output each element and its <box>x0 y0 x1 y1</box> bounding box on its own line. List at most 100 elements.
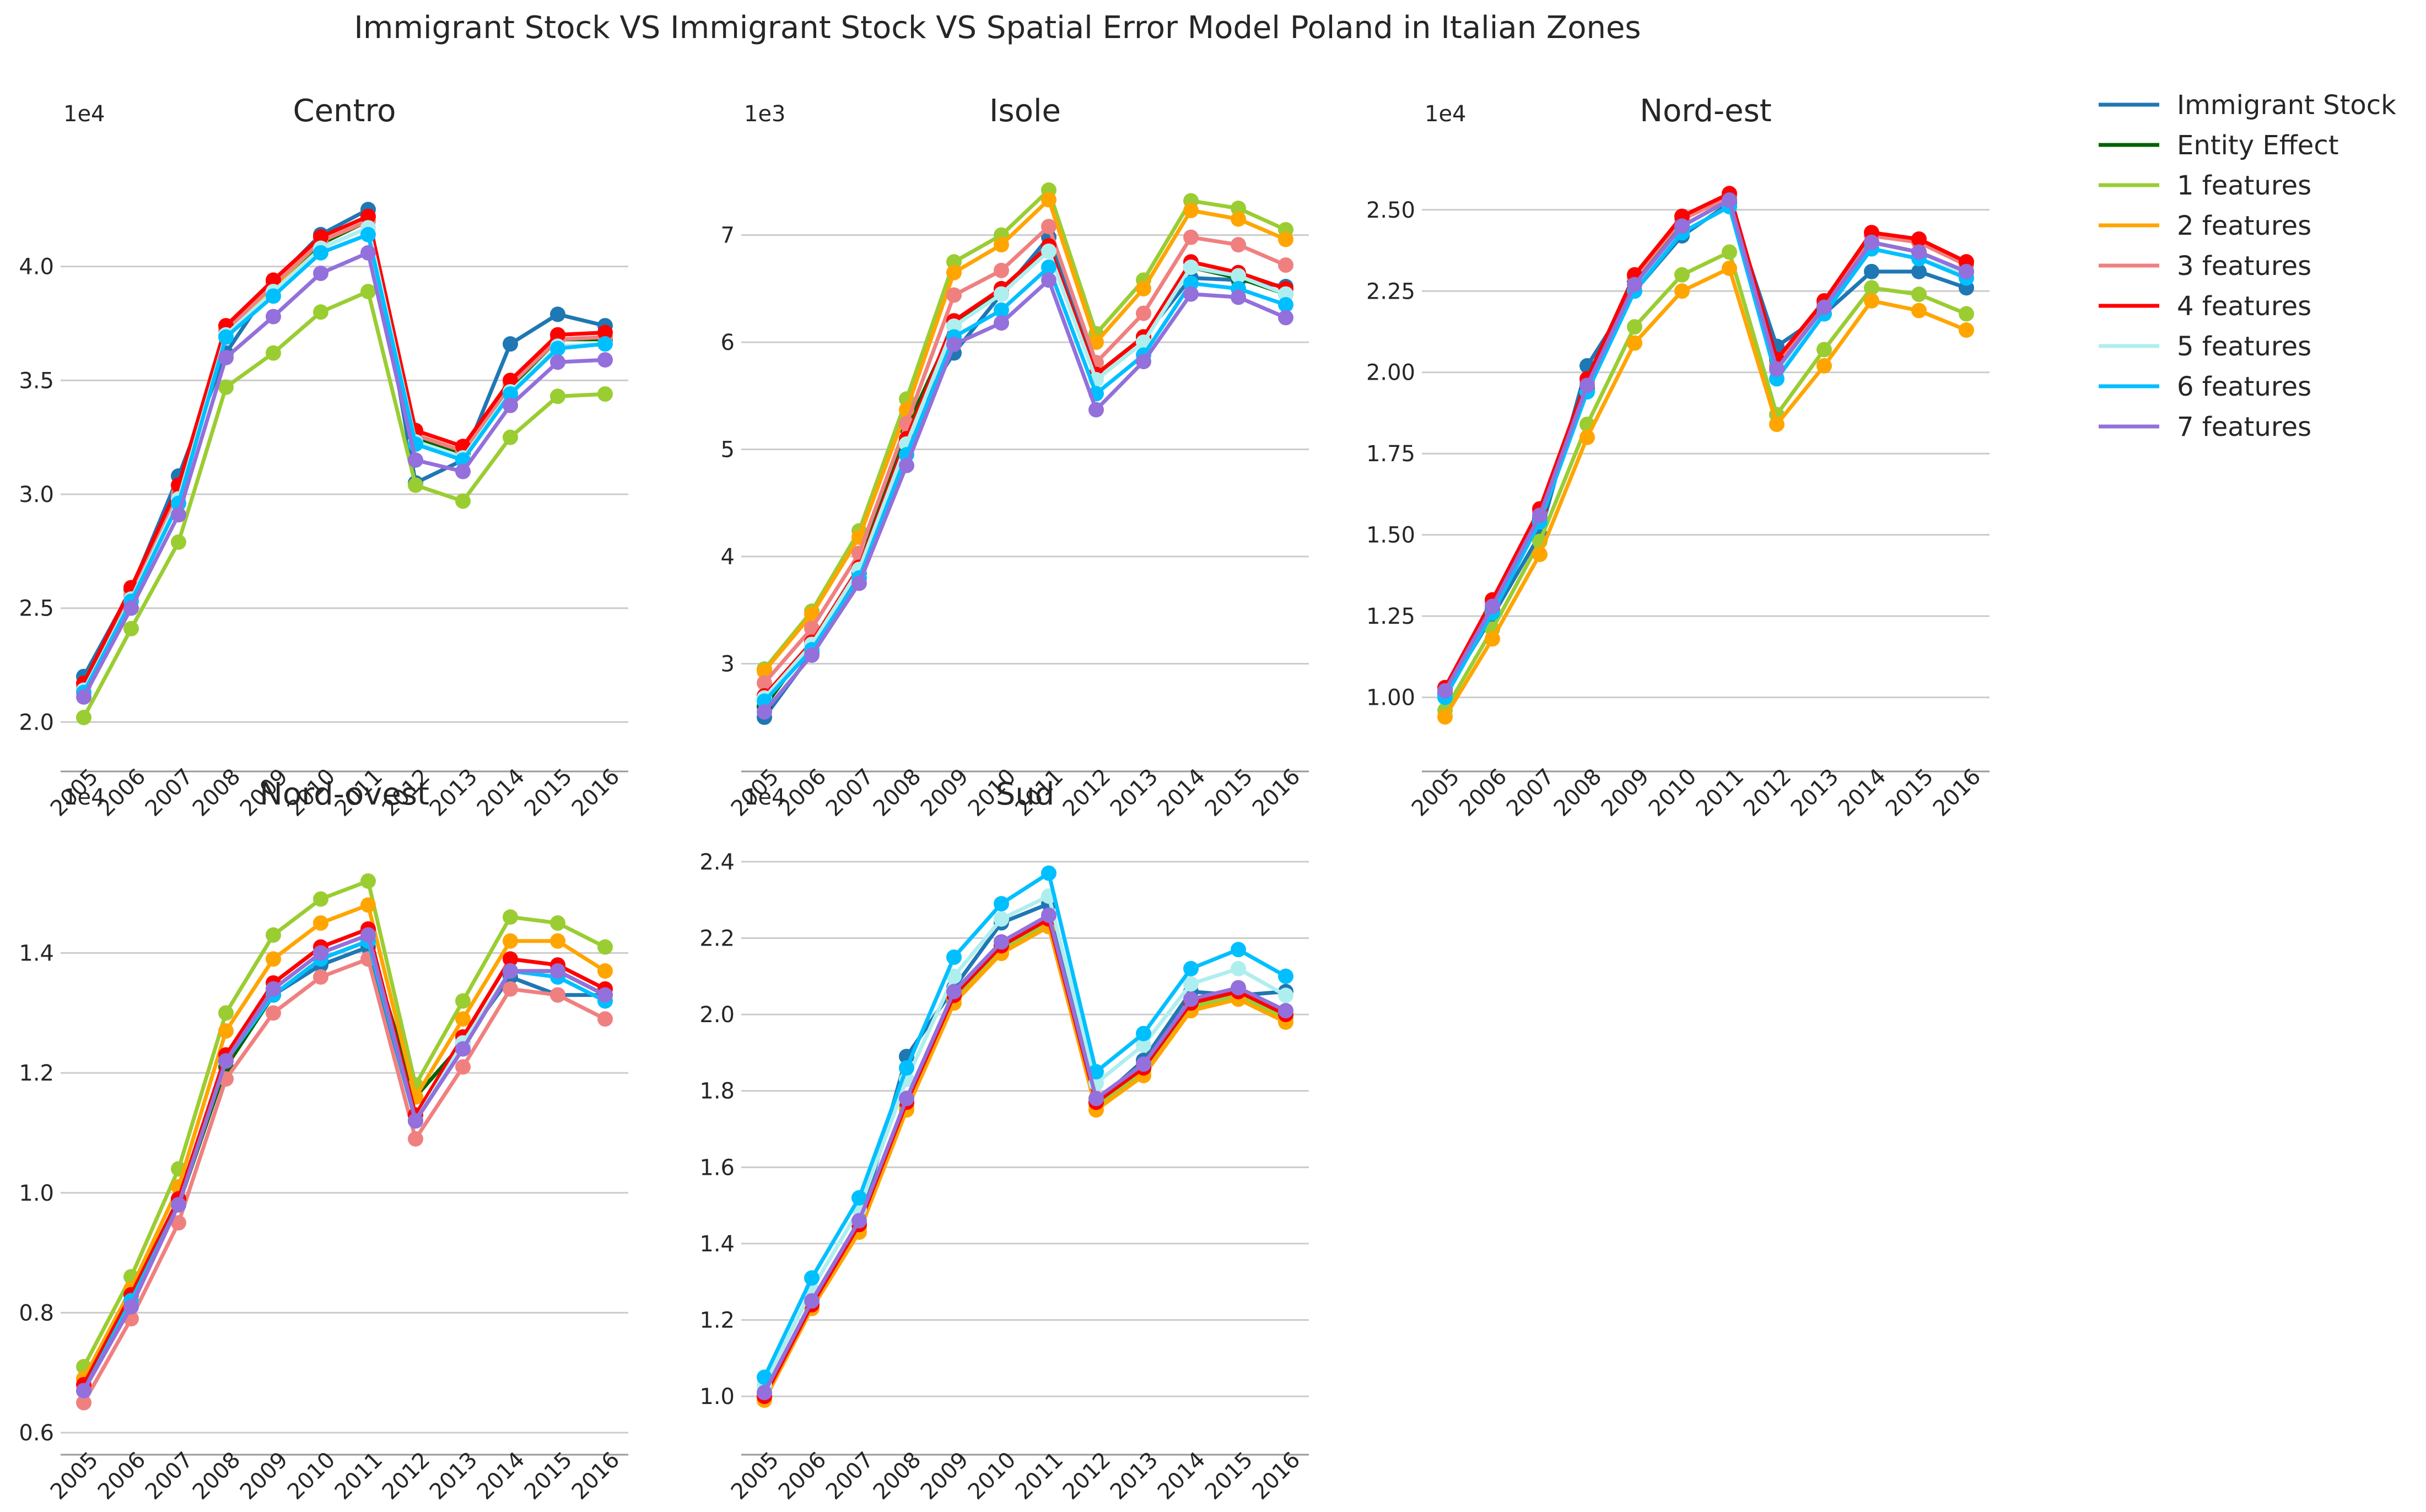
data-point-7-features <box>1959 263 1974 279</box>
series-line-7-features <box>762 278 1288 714</box>
data-point-6-features <box>218 329 234 345</box>
data-point-2-features <box>1183 202 1199 218</box>
series-line-5-features <box>762 249 1288 700</box>
y-tick-label: 2.0 <box>19 710 54 735</box>
panel-title: Nord-est <box>1640 93 1772 129</box>
data-point-7-features <box>76 689 91 705</box>
series-line-1-features <box>82 289 607 720</box>
x-tick-label: 2012 <box>1058 764 1116 822</box>
x-tick-label: 2014 <box>472 764 530 822</box>
series-line-1-features <box>82 879 607 1369</box>
y-tick-label: 0.8 <box>19 1300 54 1326</box>
x-tick-label: 2016 <box>1248 764 1306 822</box>
data-point-5-features <box>1183 976 1199 992</box>
data-point-6-features <box>1041 260 1056 275</box>
axis-exponent-label: 1e3 <box>744 101 786 127</box>
data-point-7-features <box>757 1385 772 1401</box>
data-point-7-features <box>851 575 867 591</box>
data-point-1-features <box>1959 306 1974 322</box>
x-tick-label: 2010 <box>1644 764 1702 822</box>
data-point-6-features <box>1231 942 1246 958</box>
data-point-3-features <box>455 1059 471 1075</box>
data-point-7-features <box>218 349 234 365</box>
data-point-1-features <box>218 1005 234 1021</box>
legend-label: 5 features <box>2177 331 2311 362</box>
series-line-3-features <box>82 219 607 690</box>
data-point-5-features <box>1183 260 1199 275</box>
data-point-2-features <box>1627 335 1642 351</box>
data-point-3-features <box>171 1215 186 1231</box>
x-tick-label: 2006 <box>1454 764 1512 822</box>
data-point-5-features <box>946 318 962 334</box>
data-point-6-features <box>597 336 613 352</box>
y-tick-label: 0.6 <box>19 1421 54 1446</box>
data-point-5-features <box>1278 987 1293 1003</box>
data-point-2-features <box>1864 293 1879 309</box>
series-line-5-features <box>762 894 1288 1387</box>
data-point-immigrant-stock <box>1911 263 1927 279</box>
x-tick-label: 2006 <box>93 1447 151 1505</box>
data-point-3-features <box>994 262 1009 278</box>
data-point-7-features <box>171 507 186 523</box>
data-point-6-features <box>946 949 962 965</box>
panel-title: Isole <box>989 93 1061 129</box>
data-point-6-features <box>1041 865 1056 881</box>
data-point-2-features <box>1769 417 1785 433</box>
y-tick-label: 1.6 <box>699 1155 735 1180</box>
series-line-4-features <box>762 917 1288 1398</box>
legend-label: 7 features <box>2177 412 2311 442</box>
data-point-7-features <box>455 1041 471 1057</box>
data-point-7-features <box>1231 980 1246 996</box>
data-point-7-features <box>1041 907 1056 923</box>
y-tick-label: 2.25 <box>1366 279 1415 304</box>
data-point-1-features <box>503 429 518 445</box>
series-line-5-features <box>82 225 607 692</box>
x-tick-label: 2013 <box>1786 764 1844 822</box>
data-point-1-features <box>266 927 281 943</box>
data-point-1-features <box>123 620 139 636</box>
y-tick-label: 2.5 <box>19 596 54 622</box>
series-line-3-features <box>82 957 607 1405</box>
x-tick-label: 2009 <box>916 1447 974 1505</box>
data-point-3-features <box>408 1131 423 1147</box>
series-line-4-features <box>82 214 607 685</box>
series-line-7-features <box>1443 198 1969 693</box>
data-point-6-features <box>851 1190 867 1206</box>
data-point-7-features <box>994 315 1009 331</box>
data-point-7-features <box>171 1197 186 1213</box>
data-point-4-features <box>266 272 281 288</box>
y-tick-label: 4.0 <box>19 255 54 280</box>
data-point-5-features <box>1041 243 1056 259</box>
data-point-7-features <box>218 1053 234 1069</box>
x-tick-label: 2008 <box>869 764 926 822</box>
data-point-7-features <box>1579 377 1595 393</box>
data-point-3-features <box>313 969 328 985</box>
y-tick-label: 3.5 <box>19 368 54 393</box>
data-point-7-features <box>994 934 1009 950</box>
data-point-6-features <box>1278 297 1293 313</box>
series-line-entity-effect <box>82 939 607 1393</box>
data-point-7-features <box>597 352 613 368</box>
data-point-2-features <box>1231 211 1246 227</box>
data-point-5-features <box>1136 1037 1151 1053</box>
data-point-7-features <box>1231 289 1246 305</box>
series-line-immigrant-stock <box>762 235 1288 720</box>
panel-nord-est: 1.00 1.25 1.50 1.75 2.00 2.25 2.50 200520062007… <box>1366 93 1990 822</box>
data-point-7-features <box>360 927 376 943</box>
series-line-immigrant-stock <box>82 945 607 1393</box>
data-point-2-features <box>994 237 1009 253</box>
data-point-7-features <box>455 463 471 479</box>
data-point-7-features <box>1136 354 1151 370</box>
y-tick-label: 1.8 <box>699 1079 735 1104</box>
data-point-7-features <box>597 987 613 1003</box>
panel-title: Sud <box>996 776 1055 812</box>
y-tick-label: 7 <box>721 223 735 249</box>
series-line-2-features <box>762 198 1288 673</box>
series-line-immigrant-stock <box>82 207 607 679</box>
data-point-3-features <box>266 1005 281 1021</box>
data-point-5-features <box>946 968 962 984</box>
data-point-7-features <box>1674 218 1690 234</box>
data-point-2-features <box>1959 322 1974 338</box>
data-point-7-features <box>757 704 772 720</box>
data-point-4-features <box>503 951 518 967</box>
